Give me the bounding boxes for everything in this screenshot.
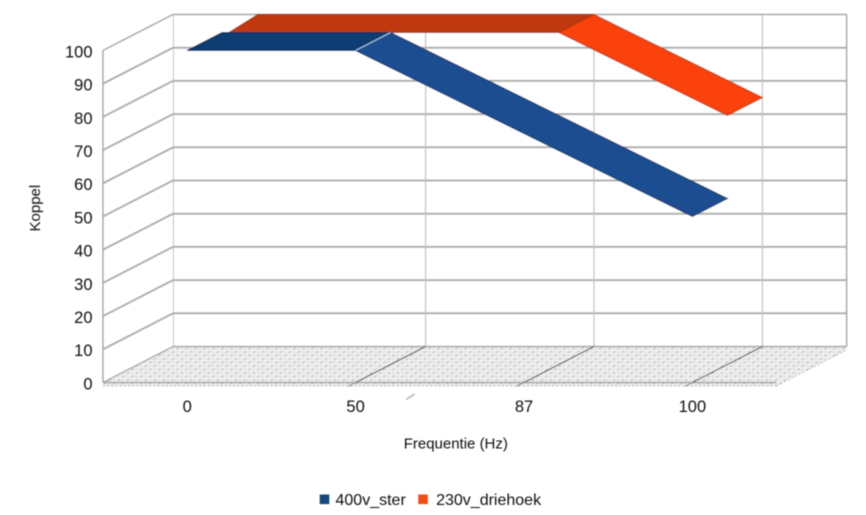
svg-text:90: 90 [74,77,92,95]
svg-text:30: 30 [74,276,92,294]
svg-text:100: 100 [65,43,93,61]
svg-text:230v_driehoek: 230v_driehoek [436,492,542,509]
svg-text:87: 87 [515,398,533,416]
svg-text:50: 50 [74,209,92,227]
svg-text:10: 10 [74,342,92,360]
svg-text:40: 40 [74,243,92,261]
svg-text:0: 0 [83,375,92,393]
svg-text:20: 20 [74,309,92,327]
svg-text:80: 80 [74,110,92,128]
svg-text:0: 0 [183,398,192,416]
svg-text:400v_ster: 400v_ster [336,492,407,509]
svg-text:100: 100 [679,398,707,416]
svg-text:70: 70 [74,143,92,161]
svg-text:50: 50 [346,398,364,416]
svg-text:60: 60 [74,176,92,194]
svg-text:Koppel: Koppel [27,185,44,232]
svg-text:Frequentie (Hz): Frequentie (Hz) [404,436,508,453]
